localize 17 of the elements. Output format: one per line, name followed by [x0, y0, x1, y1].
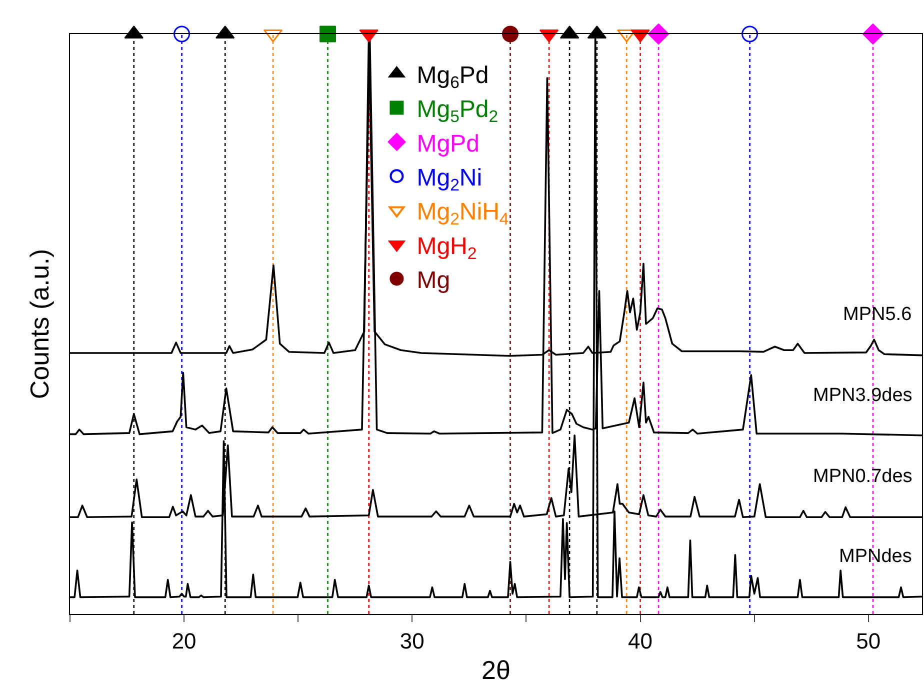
x-tick-label: 20: [172, 628, 196, 654]
legend-label: MgPd: [416, 130, 480, 158]
legend-label: Mg$_{5}$Pd$_{2}$: [416, 96, 498, 126]
legend-label: Mg$_{6}$Pd: [416, 62, 489, 92]
legend-label: MgH$_{2}$: [416, 232, 477, 263]
series-label: MPN3.9des: [813, 385, 912, 406]
legend-label: Mg$_{2}$Ni: [416, 164, 482, 194]
x-axis-title: 2θ: [482, 655, 510, 686]
legend-label: Mg$_{2}$NiH$_{4}$: [416, 198, 509, 229]
series-label: MPNdes: [839, 546, 912, 567]
series-label: MPN5.6: [843, 304, 912, 325]
y-axis-title: Counts (a.u.): [24, 248, 54, 400]
series-label: MPN0.7des: [813, 466, 912, 487]
x-tick-label: 40: [628, 628, 653, 654]
x-tick-label: 30: [400, 628, 424, 654]
legend-label: Mg: [416, 267, 450, 294]
x-tick-label: 50: [856, 628, 881, 654]
